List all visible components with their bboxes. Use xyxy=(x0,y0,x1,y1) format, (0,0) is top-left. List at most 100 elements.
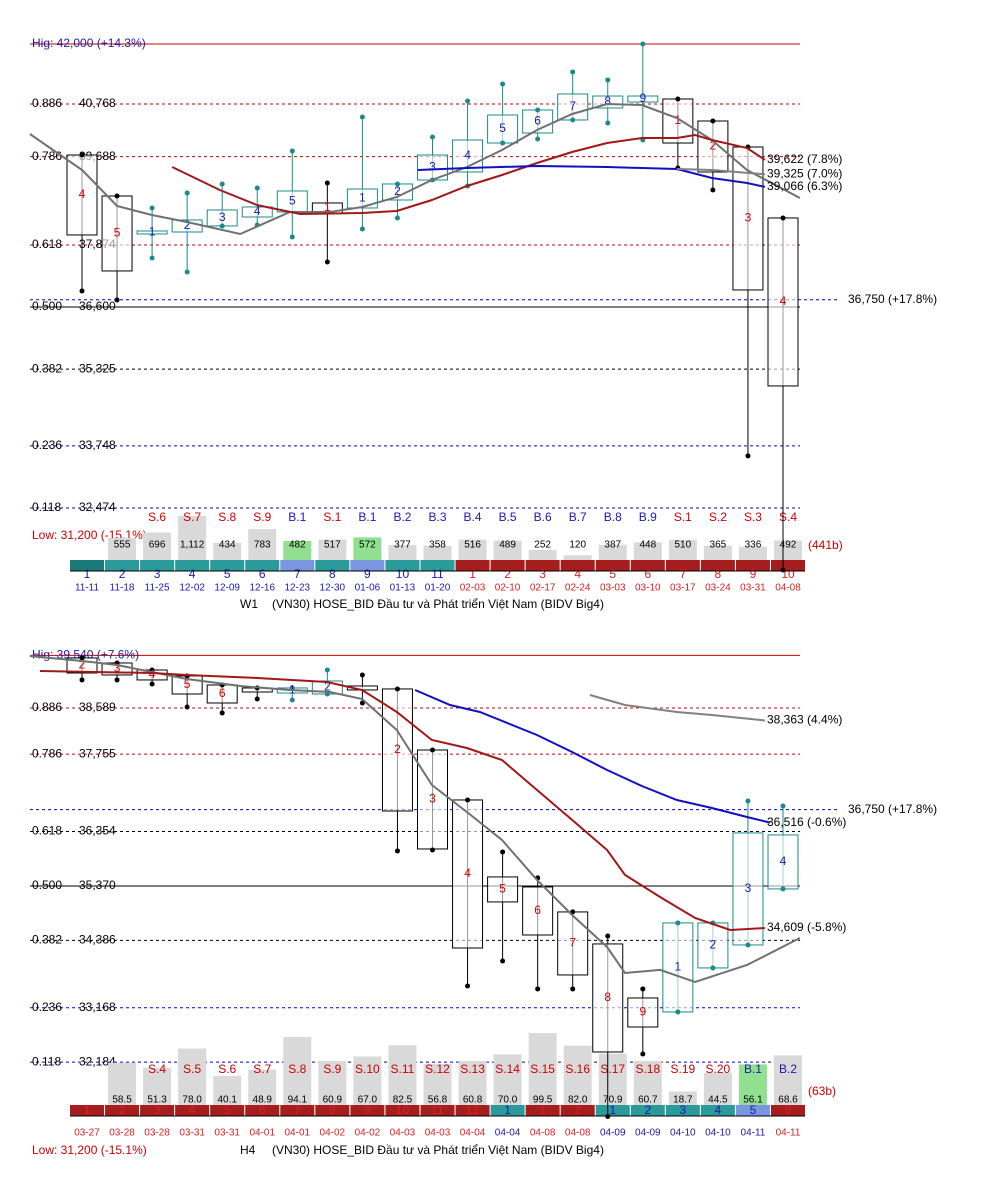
signal-label: S.4 xyxy=(779,510,797,524)
candle-count: 4 xyxy=(79,187,86,201)
candle-low-dot xyxy=(535,986,541,992)
candle-body xyxy=(346,188,378,209)
candle-high-dot xyxy=(500,849,506,855)
strip-cell xyxy=(420,560,455,571)
candle-low-dot xyxy=(780,567,786,573)
signal-label: S.16 xyxy=(565,1062,590,1076)
volume-bar xyxy=(738,546,767,560)
candle-high-dot xyxy=(184,190,190,196)
candle-count: 5 xyxy=(184,677,191,691)
strip-number: 4 xyxy=(189,1103,196,1117)
candle-low-dot xyxy=(324,259,330,265)
level-ratio: 0.500 xyxy=(32,299,62,313)
candle-low-dot xyxy=(605,120,611,126)
signal-label: S.18 xyxy=(635,1062,660,1076)
volume-bar xyxy=(353,537,382,560)
volume-label: 377 xyxy=(394,540,411,551)
level-ratio: 0.618 xyxy=(32,237,62,251)
target-label: 36,750 (+17.8%) xyxy=(848,292,937,306)
x-tick-label: 12-30 xyxy=(320,583,346,594)
candle-count: 5 xyxy=(289,194,296,208)
volume-bar xyxy=(248,1069,277,1105)
x-tick-label: 11-11 xyxy=(75,583,100,594)
x-tick-label: 02-24 xyxy=(565,583,591,594)
x-tick-label: 04-03 xyxy=(425,1128,451,1139)
x-tick-label: 04-08 xyxy=(775,583,801,594)
timeframe: W1 xyxy=(240,597,258,611)
candle-count: 2 xyxy=(710,139,717,153)
x-tick-label: 03-28 xyxy=(109,1128,135,1139)
volume-label: 44.5 xyxy=(708,1095,728,1106)
y-tick-label: 33,748 xyxy=(79,438,116,452)
strip-number: 2 xyxy=(504,567,511,581)
signal-label: S.17 xyxy=(600,1062,625,1076)
line-value-label: 39,066 (6.3%) xyxy=(767,179,842,193)
volume-bar xyxy=(423,545,452,560)
candle-high-dot xyxy=(394,181,400,187)
volume-label: 78.0 xyxy=(182,1095,202,1106)
candle-low-dot xyxy=(745,453,751,459)
strip-number: 3 xyxy=(154,567,161,581)
x-tick-label: 03-03 xyxy=(600,583,626,594)
x-tick-label: 12-23 xyxy=(285,583,311,594)
volume-bar xyxy=(458,1061,487,1105)
candle-count: 3 xyxy=(745,211,752,225)
candle-count: 1 xyxy=(675,960,682,974)
strip-cell xyxy=(735,1105,770,1116)
volume-label: 510 xyxy=(675,540,692,551)
volume-label: 336 xyxy=(745,540,762,551)
candle-count: 4 xyxy=(780,854,787,868)
x-tick-label: 03-24 xyxy=(705,583,731,594)
candle-body xyxy=(522,886,554,936)
signal-label: B.7 xyxy=(569,510,587,524)
y-tick-label: 32,474 xyxy=(79,500,116,514)
volume-bar xyxy=(108,1062,137,1105)
candle-high-dot xyxy=(79,655,85,661)
volume-label: 696 xyxy=(149,540,166,551)
strip-cell xyxy=(525,1105,560,1116)
level-ratio: 0.786 xyxy=(32,746,62,760)
volume-bar xyxy=(283,540,312,560)
strip-cell xyxy=(245,1105,280,1116)
volume-bar xyxy=(388,545,417,560)
x-tick-label: 01-13 xyxy=(390,583,416,594)
x-tick-label: 04-01 xyxy=(285,1128,311,1139)
candle-count: 9 xyxy=(639,1005,646,1019)
signal-label: S.6 xyxy=(218,1062,236,1076)
volume-label: 517 xyxy=(324,540,341,551)
volume-bar xyxy=(178,516,207,560)
candle-high-dot xyxy=(324,180,330,186)
strip-cell xyxy=(315,560,350,571)
volume-bar xyxy=(353,1056,382,1105)
volume-bar xyxy=(703,1072,732,1105)
x-tick-label: 02-10 xyxy=(495,583,521,594)
y-tick-label: 35,370 xyxy=(79,878,116,892)
strip-number: 4 xyxy=(189,567,196,581)
candle-low-dot xyxy=(394,848,400,854)
signal-label: S.13 xyxy=(460,1062,485,1076)
candle-count: 7 xyxy=(569,99,576,113)
signal-label: B.8 xyxy=(604,510,622,524)
x-tick-label: 12-16 xyxy=(249,583,275,594)
strip-number: 1 xyxy=(609,1103,616,1117)
volume-bar xyxy=(318,1060,347,1105)
candle-count: 2 xyxy=(394,742,401,756)
volume-bar xyxy=(493,1054,522,1105)
volume-label: 67.0 xyxy=(358,1095,378,1106)
x-tick-label: 03-31 xyxy=(214,1128,240,1139)
volume-bar xyxy=(143,1067,172,1105)
volume-bar xyxy=(283,1036,312,1105)
candle-high-dot xyxy=(219,181,225,187)
strip-cell xyxy=(455,560,490,571)
strip-number: 5 xyxy=(224,1103,231,1117)
candle-low-dot xyxy=(675,1009,681,1015)
strip-number: 8 xyxy=(715,567,722,581)
volume-label: 82.0 xyxy=(568,1095,588,1106)
volume-label: 56.8 xyxy=(428,1095,448,1106)
strip-cell xyxy=(665,1105,700,1116)
strip-cell xyxy=(280,1105,315,1116)
candle-count: 4 xyxy=(464,148,471,162)
candle-high-dot xyxy=(465,797,471,803)
signal-label: B.4 xyxy=(464,510,482,524)
moving-line xyxy=(171,133,766,216)
